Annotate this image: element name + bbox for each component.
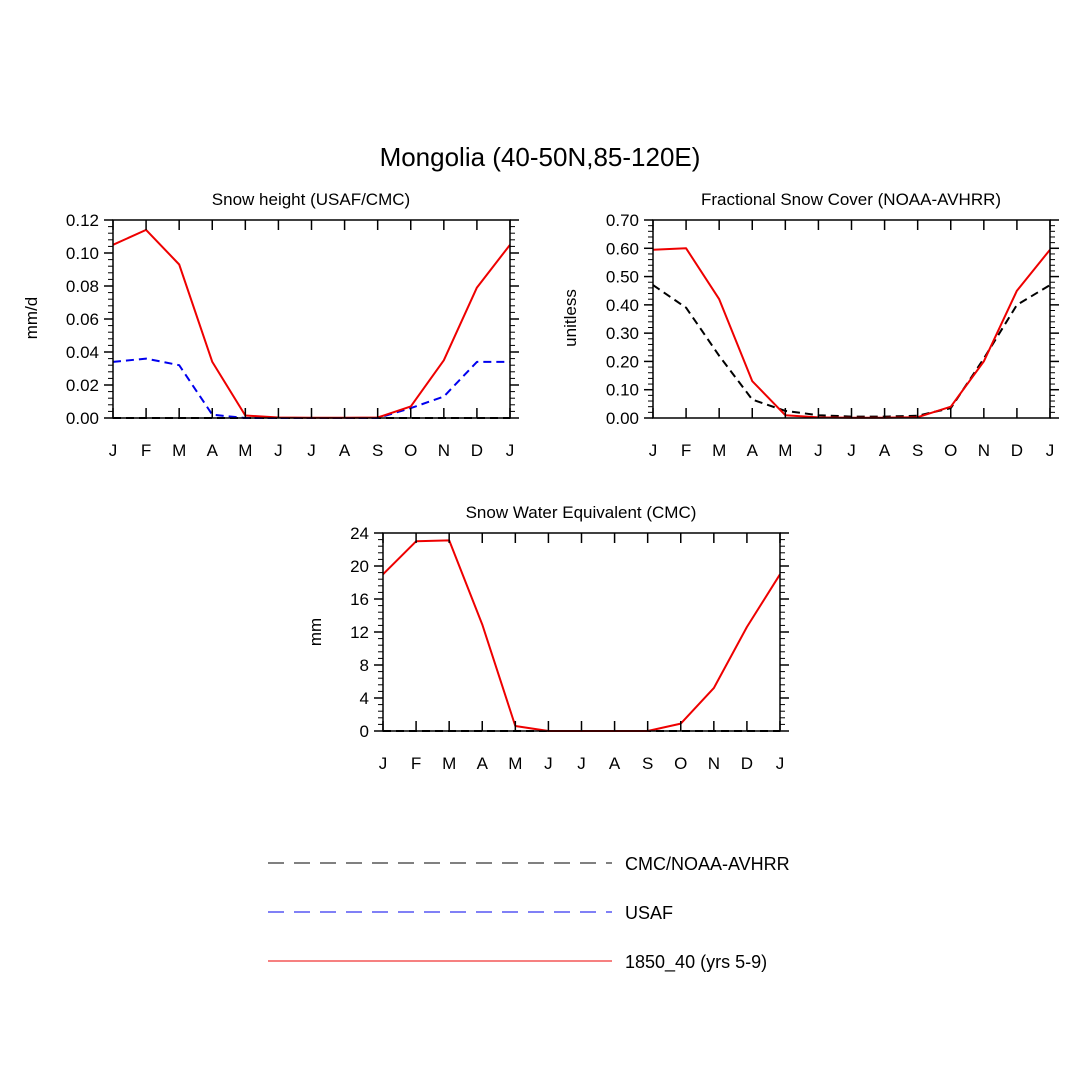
plot-frame	[382, 532, 781, 732]
x-tick-label: A	[879, 441, 891, 460]
plot-area: J F M A M J J A S O N D J0.000.020.040.060.080.100.1…	[66, 211, 519, 460]
x-tick-label: M	[778, 441, 792, 460]
y-axis-label: unitless	[561, 289, 580, 347]
x-tick-label: J	[109, 441, 118, 460]
legend-label: CMC/NOAA-AVHRR	[625, 854, 790, 874]
x-tick-label: N	[978, 441, 990, 460]
plot-frame	[112, 219, 511, 419]
x-tick-label: F	[411, 754, 421, 773]
x-tick-label: S	[372, 441, 383, 460]
x-tick-label: A	[477, 754, 489, 773]
x-tick-label: J	[1046, 441, 1055, 460]
y-axis-label: mm	[306, 618, 325, 646]
x-tick-label: J	[649, 441, 658, 460]
x-tick-label: J	[379, 754, 388, 773]
x-tick-label: D	[471, 441, 483, 460]
x-tick-label: J	[776, 754, 785, 773]
y-tick-label: 4	[360, 689, 369, 708]
series-line-1	[652, 247, 1051, 419]
y-tick-label: 0.50	[606, 268, 639, 287]
x-tick-label: M	[238, 441, 252, 460]
x-tick-label: F	[681, 441, 691, 460]
y-tick-label: 0.06	[66, 310, 99, 329]
x-tick-label: J	[544, 754, 553, 773]
series-line-1	[382, 539, 781, 732]
y-tick-label: 0.40	[606, 296, 639, 315]
x-tick-label: D	[1011, 441, 1023, 460]
y-tick-label: 0.20	[606, 352, 639, 371]
x-tick-label: J	[506, 441, 515, 460]
y-tick-label: 16	[350, 590, 369, 609]
x-tick-label: O	[674, 754, 687, 773]
legend-label: 1850_40 (yrs 5-9)	[625, 952, 767, 973]
x-tick-label: M	[172, 441, 186, 460]
panel-title: Fractional Snow Cover (NOAA-AVHRR)	[701, 190, 1001, 209]
x-tick-label: F	[141, 441, 151, 460]
x-tick-label: M	[712, 441, 726, 460]
y-tick-label: 8	[360, 656, 369, 675]
x-tick-label: M	[508, 754, 522, 773]
panel-title: Snow height (USAF/CMC)	[212, 190, 410, 209]
y-tick-label: 0.60	[606, 239, 639, 258]
x-tick-label: A	[207, 441, 219, 460]
y-tick-label: 0.10	[66, 244, 99, 263]
x-tick-label: N	[438, 441, 450, 460]
y-tick-label: 0.70	[606, 211, 639, 230]
x-tick-label: N	[708, 754, 720, 773]
x-tick-label: M	[442, 754, 456, 773]
y-tick-label: 12	[350, 623, 369, 642]
y-tick-label: 24	[350, 524, 369, 543]
y-axis-label: mm/d	[22, 297, 41, 340]
y-tick-label: 0.02	[66, 376, 99, 395]
x-tick-label: J	[847, 441, 856, 460]
x-tick-label: A	[339, 441, 351, 460]
x-tick-label: D	[741, 754, 753, 773]
y-tick-label: 0.00	[606, 409, 639, 428]
y-tick-label: 0.04	[66, 343, 99, 362]
x-tick-label: J	[814, 441, 823, 460]
x-tick-label: O	[404, 441, 417, 460]
y-tick-label: 0.12	[66, 211, 99, 230]
x-tick-label: A	[609, 754, 621, 773]
panel-fractional-snow-cover: Fractional Snow Cover (NOAA-AVHRR) unitl…	[561, 190, 1059, 460]
x-tick-label: J	[307, 441, 316, 460]
x-tick-label: O	[944, 441, 957, 460]
figure-title: Mongolia (40-50N,85-120E)	[380, 142, 701, 172]
plot-area: J F M A M J J A S O N D J0.000.100.200.300.400.500.6…	[606, 211, 1059, 460]
x-tick-label: A	[747, 441, 759, 460]
x-tick-label: J	[577, 754, 586, 773]
x-tick-label: S	[642, 754, 653, 773]
y-tick-label: 0.10	[606, 381, 639, 400]
y-tick-label: 0.08	[66, 277, 99, 296]
x-tick-label: S	[912, 441, 923, 460]
y-tick-label: 0	[360, 722, 369, 741]
series-line-0	[652, 284, 1051, 418]
panel-title: Snow Water Equivalent (CMC)	[466, 503, 697, 522]
x-tick-label: J	[274, 441, 283, 460]
y-tick-label: 20	[350, 557, 369, 576]
y-tick-label: 0.30	[606, 324, 639, 343]
legend-label: USAF	[625, 903, 673, 923]
legend: CMC/NOAA-AVHRR USAF 1850_40 (yrs 5-9)	[268, 854, 790, 973]
y-tick-label: 0.00	[66, 409, 99, 428]
plot-frame	[652, 219, 1051, 419]
